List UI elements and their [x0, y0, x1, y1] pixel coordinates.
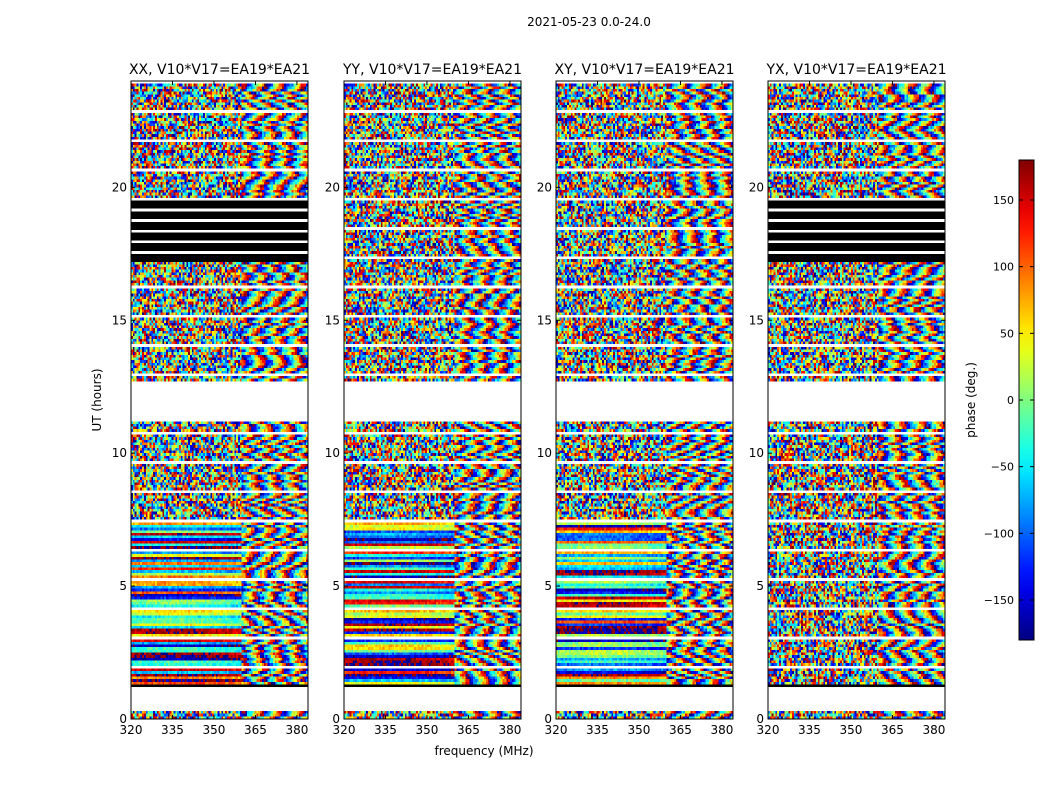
- y-tick-label: 5: [332, 579, 340, 593]
- panel-frame: [130, 80, 309, 720]
- x-tick-label: 320: [120, 723, 143, 737]
- y-tick-label: 20: [112, 180, 127, 194]
- x-tick-label: 365: [244, 723, 267, 737]
- y-tick-label: 15: [112, 313, 127, 327]
- y-tick-label: 15: [749, 313, 764, 327]
- y-tick-label: 5: [756, 579, 764, 593]
- x-tick-label: 320: [757, 723, 780, 737]
- colorbar-tick-label: 50: [1000, 327, 1014, 340]
- y-tick-label: 15: [537, 313, 552, 327]
- heatmap-panels: XX, V10*V17=EA19*EA21 320 335 350 365 380 0 5 10…: [112, 62, 947, 737]
- panel-yy: YY, V10*V17=EA19*EA21 320 335 350 365 380 0 5 10…: [325, 62, 522, 737]
- x-tick-label: 320: [545, 723, 568, 737]
- y-tick-label: 20: [749, 180, 764, 194]
- x-tick-label: 335: [586, 723, 609, 737]
- x-tick-label: 365: [669, 723, 692, 737]
- y-tick-label: 10: [749, 446, 764, 460]
- colorbar-label: phase (deg.): [964, 362, 978, 438]
- phase-heatmap: [556, 81, 733, 719]
- y-tick-label: 5: [119, 579, 127, 593]
- x-tick-label: 335: [798, 723, 821, 737]
- panel-frame: [343, 80, 522, 720]
- panel-title: XY, V10*V17=EA19*EA21: [554, 62, 734, 78]
- y-tick-label: 0: [119, 712, 127, 726]
- colorbar-tick-label: −150: [984, 594, 1014, 607]
- x-tick-label: 380: [285, 723, 308, 737]
- colorbar-tick-label: 100: [993, 261, 1014, 274]
- colorbar: 150 100 50 0 −50 −100 −150: [984, 159, 1035, 641]
- panel-frame: [767, 80, 946, 720]
- y-tick-label: 5: [544, 579, 552, 593]
- phase-heatmap: [768, 81, 945, 719]
- colorbar-tick-label: −100: [984, 527, 1014, 540]
- x-tick-label: 335: [374, 723, 397, 737]
- x-tick-label: 350: [840, 723, 863, 737]
- y-tick-label: 0: [544, 712, 552, 726]
- x-tick-label: 350: [416, 723, 439, 737]
- y-tick-label: 10: [537, 446, 552, 460]
- y-axis-label: UT (hours): [90, 368, 104, 431]
- y-tick-label: 20: [325, 180, 340, 194]
- y-tick-label: 0: [756, 712, 764, 726]
- colorbar-tick-label: 0: [1007, 394, 1014, 407]
- y-tick-label: 10: [112, 446, 127, 460]
- y-tick-label: 10: [325, 446, 340, 460]
- panel-xy: XY, V10*V17=EA19*EA21 320 335 350 365 380 0 5 10…: [537, 62, 735, 737]
- y-tick-label: 0: [332, 712, 340, 726]
- panel-frame: [555, 80, 734, 720]
- panel-title: XX, V10*V17=EA19*EA21: [129, 62, 310, 78]
- colorbar-tick-label: 150: [993, 194, 1014, 207]
- phase-heatmap: [131, 81, 308, 719]
- x-tick-label: 350: [628, 723, 651, 737]
- x-tick-label: 320: [333, 723, 356, 737]
- x-tick-label: 350: [203, 723, 226, 737]
- x-tick-label: 365: [881, 723, 904, 737]
- x-tick-label: 380: [922, 723, 945, 737]
- y-tick-label: 15: [325, 313, 340, 327]
- x-tick-label: 380: [710, 723, 733, 737]
- panel-xx: XX, V10*V17=EA19*EA21 320 335 350 365 380 0 5 10…: [112, 62, 310, 737]
- figure-suptitle: 2021-05-23 0.0-24.0: [527, 15, 651, 29]
- panel-title: YX, V10*V17=EA19*EA21: [765, 62, 946, 78]
- x-axis-label: frequency (MHz): [434, 744, 533, 758]
- x-tick-label: 365: [457, 723, 480, 737]
- panel-title: YY, V10*V17=EA19*EA21: [342, 62, 522, 78]
- colorbar-tick-label: −50: [991, 461, 1014, 474]
- y-tick-label: 20: [537, 180, 552, 194]
- x-tick-label: 380: [498, 723, 521, 737]
- x-tick-label: 335: [161, 723, 184, 737]
- phase-heatmap: [344, 81, 521, 719]
- panel-yx: YX, V10*V17=EA19*EA21 320 335 350 365 380 0 5 10…: [749, 62, 947, 737]
